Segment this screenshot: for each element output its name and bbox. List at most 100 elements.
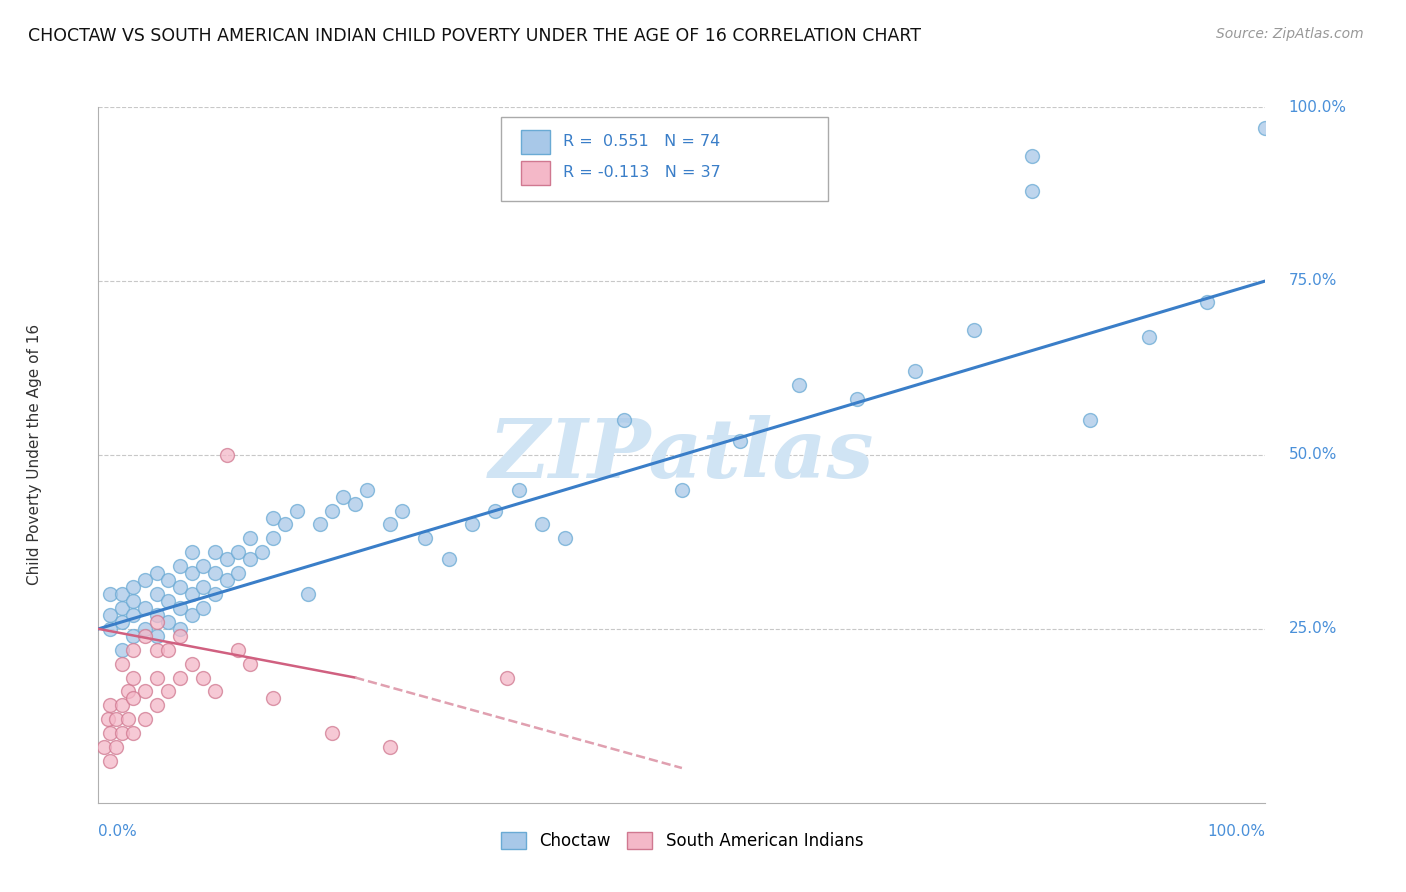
Point <box>228 642 250 657</box>
Point <box>97 712 120 726</box>
Point <box>274 517 297 532</box>
Point <box>671 483 693 497</box>
Point <box>262 691 284 706</box>
Point <box>193 671 215 685</box>
Point <box>134 622 156 636</box>
Point <box>204 684 226 698</box>
Point <box>122 580 145 594</box>
Point <box>413 532 436 546</box>
Point <box>169 580 191 594</box>
Point <box>157 684 180 698</box>
Text: Source: ZipAtlas.com: Source: ZipAtlas.com <box>1216 27 1364 41</box>
Point <box>98 698 121 713</box>
Point <box>193 580 215 594</box>
Point <box>262 532 284 546</box>
Point <box>496 671 519 685</box>
Point <box>904 364 927 378</box>
Point <box>122 642 145 657</box>
Point <box>146 615 169 629</box>
Point <box>169 622 191 636</box>
Point <box>193 559 215 574</box>
Point <box>169 671 191 685</box>
Point <box>204 566 226 581</box>
FancyBboxPatch shape <box>501 118 828 201</box>
Point <box>1080 413 1102 427</box>
Point <box>344 497 367 511</box>
Point <box>122 607 145 622</box>
Point <box>309 517 332 532</box>
Point <box>134 573 156 587</box>
Point <box>122 629 145 643</box>
Point <box>508 483 530 497</box>
Point <box>146 642 169 657</box>
Point <box>250 545 273 559</box>
Point <box>180 587 202 601</box>
Point <box>111 657 134 671</box>
Point <box>1195 294 1218 309</box>
Point <box>285 503 308 517</box>
Point <box>239 552 262 566</box>
Point <box>169 559 191 574</box>
Point <box>1254 120 1277 135</box>
Point <box>332 490 354 504</box>
Point <box>134 684 156 698</box>
Point <box>98 726 121 740</box>
Point <box>484 503 506 517</box>
Point <box>321 503 343 517</box>
Text: 25.0%: 25.0% <box>1289 622 1337 636</box>
Bar <box>520 161 550 185</box>
Point <box>530 517 553 532</box>
Point <box>111 698 134 713</box>
Point <box>98 587 121 601</box>
Point <box>180 607 202 622</box>
Point <box>180 657 202 671</box>
Point <box>391 503 413 517</box>
Point <box>146 698 169 713</box>
Text: 50.0%: 50.0% <box>1289 448 1337 462</box>
Text: 0.0%: 0.0% <box>98 823 138 838</box>
Point <box>180 545 202 559</box>
Point <box>554 532 576 546</box>
Point <box>239 532 262 546</box>
Point <box>157 594 180 608</box>
Text: 100.0%: 100.0% <box>1289 100 1347 114</box>
Point <box>104 740 127 755</box>
Point <box>169 629 191 643</box>
Text: 75.0%: 75.0% <box>1289 274 1337 288</box>
Text: 100.0%: 100.0% <box>1208 823 1265 838</box>
Point <box>146 671 169 685</box>
Point <box>297 587 319 601</box>
Point <box>122 671 145 685</box>
Point <box>1021 149 1043 163</box>
Point <box>215 573 238 587</box>
Point <box>122 594 145 608</box>
Point <box>111 587 134 601</box>
Point <box>846 392 869 407</box>
Bar <box>520 130 550 154</box>
Text: ZIPatlas: ZIPatlas <box>489 415 875 495</box>
Point <box>111 615 134 629</box>
Point <box>157 573 180 587</box>
Point <box>262 510 284 524</box>
Point <box>134 629 156 643</box>
Point <box>134 712 156 726</box>
Point <box>122 691 145 706</box>
Point <box>204 587 226 601</box>
Point <box>111 642 134 657</box>
Point <box>228 545 250 559</box>
Text: R = -0.113   N = 37: R = -0.113 N = 37 <box>562 165 721 180</box>
Point <box>117 712 139 726</box>
Point <box>93 740 115 755</box>
Point <box>380 517 402 532</box>
Text: CHOCTAW VS SOUTH AMERICAN INDIAN CHILD POVERTY UNDER THE AGE OF 16 CORRELATION C: CHOCTAW VS SOUTH AMERICAN INDIAN CHILD P… <box>28 27 921 45</box>
Point <box>111 726 134 740</box>
Point <box>239 657 262 671</box>
Point <box>461 517 484 532</box>
Point <box>730 434 752 448</box>
Point <box>146 629 169 643</box>
Point <box>1137 329 1160 343</box>
Point <box>613 413 636 427</box>
Point <box>98 754 121 768</box>
Point <box>204 545 226 559</box>
Point <box>180 566 202 581</box>
